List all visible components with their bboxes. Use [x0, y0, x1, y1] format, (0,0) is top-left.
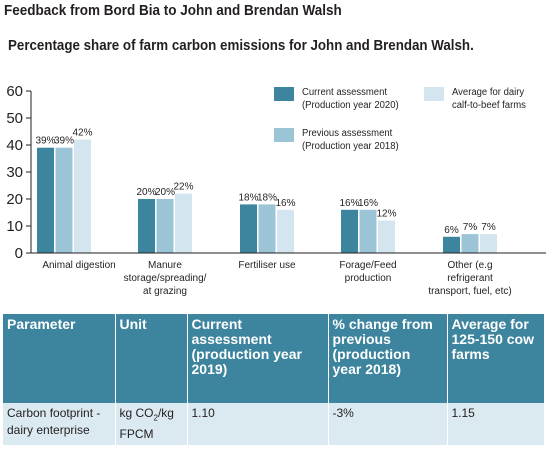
unit-subscript: 2 — [153, 413, 158, 423]
y-tick-label: 60 — [6, 83, 23, 100]
y-tick-label: 20 — [6, 191, 23, 208]
category-label: production — [345, 273, 392, 284]
header-title: Feedback from Bord Bia to John and Brend… — [4, 2, 342, 19]
cell-change: -3% — [328, 403, 448, 446]
category-label: Manure — [148, 260, 182, 271]
table-row: Carbon footprint - dairy enterprise kg C… — [3, 403, 544, 446]
y-tick-label: 40 — [6, 137, 23, 154]
legend-swatch-previous — [274, 128, 294, 142]
column-header-parameter: Parameter — [3, 314, 116, 403]
category-label: refrigerant — [447, 273, 493, 284]
cell-parameter: Carbon footprint - dairy enterprise — [3, 403, 116, 446]
bar — [74, 139, 91, 253]
data-label: 16% — [275, 198, 295, 209]
legend-label-previous-line2: (Production year 2018) — [302, 141, 399, 152]
bar — [341, 209, 358, 253]
legend-label-current-line1: Current assessment — [302, 87, 388, 98]
data-label: 7% — [481, 222, 496, 233]
bar — [55, 147, 73, 253]
bar — [156, 199, 174, 253]
category-label: storage/spreading/ — [124, 273, 207, 284]
y-tick-label: 0 — [15, 245, 23, 262]
bar — [138, 199, 155, 253]
category-label: transport, fuel, etc) — [428, 286, 511, 297]
data-label: 12% — [376, 209, 396, 220]
legend-average: Average for dairy calf-to-beef farms — [424, 86, 530, 112]
legend-label-current-line2: (Production year 2020) — [302, 100, 399, 111]
legend-swatch-current — [274, 87, 294, 101]
category-label: Forage/Feed — [339, 260, 396, 271]
chart-title: Percentage share of farm carbon emission… — [8, 38, 474, 54]
bar — [378, 220, 395, 253]
data-label: 7% — [463, 222, 478, 233]
legend-label-average-line1: Average for dairy — [452, 87, 525, 98]
bar — [175, 193, 192, 253]
column-header-unit: Unit — [115, 314, 188, 403]
bar — [461, 234, 479, 253]
category-label: at grazing — [143, 286, 187, 297]
data-label: 6% — [444, 225, 459, 236]
data-label: 42% — [72, 128, 92, 139]
unit-suffix: /kg FPCM — [119, 406, 174, 442]
cell-unit: kg CO2/kg FPCM — [115, 403, 188, 446]
data-label: 39% — [54, 136, 74, 147]
data-label: 16% — [358, 198, 378, 209]
cell-current: 1.10 — [187, 403, 329, 446]
legend-label-previous-line1: Previous assessment — [302, 128, 393, 139]
data-label: 18% — [238, 192, 258, 203]
column-header-change: % change from previous (production year … — [328, 314, 448, 403]
legend-current: Current assessment (Production year 2020… — [274, 86, 404, 112]
category-label: Other (e.g — [447, 260, 492, 271]
table-header-row: Parameter Unit Current assessment (produ… — [3, 314, 544, 403]
data-label: 39% — [35, 136, 55, 147]
column-header-average: Average for 125-150 cow farms — [447, 314, 544, 403]
data-label: 20% — [155, 187, 175, 198]
bar — [480, 234, 497, 253]
data-label: 18% — [257, 192, 277, 203]
category-label: Fertiliser use — [238, 260, 296, 271]
legend-swatch-average — [424, 87, 444, 101]
column-header-current: Current assessment (production year 2019… — [187, 314, 329, 403]
data-label: 16% — [339, 198, 359, 209]
bar — [258, 204, 276, 253]
cell-average: 1.15 — [447, 403, 544, 446]
y-tick-label: 10 — [6, 218, 23, 235]
bar — [359, 209, 377, 253]
parameter-table: Parameter Unit Current assessment (produ… — [3, 314, 544, 446]
y-tick-label: 50 — [6, 110, 23, 127]
data-label: 20% — [136, 187, 156, 198]
bar — [277, 209, 294, 253]
bar — [443, 236, 460, 253]
unit-prefix: kg CO — [119, 406, 154, 420]
legend-label-average-line2: calf-to-beef farms — [452, 100, 526, 111]
bar — [37, 147, 54, 253]
legend-previous: Previous assessment (Production year 201… — [274, 127, 404, 153]
y-tick-label: 30 — [6, 164, 23, 181]
bar — [240, 204, 257, 253]
category-label: Animal digestion — [42, 260, 115, 271]
data-label: 22% — [173, 182, 193, 193]
